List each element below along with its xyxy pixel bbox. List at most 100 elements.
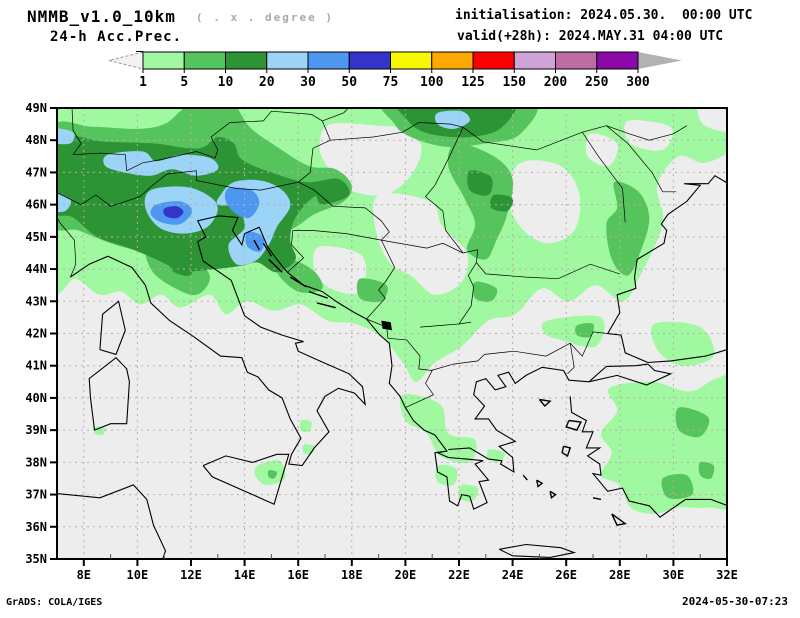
- border-rhine: [71, 108, 82, 155]
- island-kos: [592, 497, 602, 501]
- colorbar-tick-label: 5: [180, 75, 188, 90]
- border-fr-it: [57, 216, 77, 278]
- island-pag: [268, 258, 283, 273]
- precip-light-anatolia: [600, 374, 727, 514]
- border-hu-sk: [330, 122, 464, 141]
- dry-ne-1: [624, 120, 673, 151]
- colorbar-tick-label: 1: [139, 75, 147, 90]
- axis-layer: 35N 36N 37N 38N 39N 40N 41N 42N 43N 44N 45N 46N 47N 4…: [25, 101, 738, 582]
- island-andros: [522, 474, 528, 481]
- border-mk-gr: [430, 354, 485, 371]
- coast-greece-west-peloponnese: [404, 407, 490, 510]
- y-axis-label: 45N: [25, 230, 47, 244]
- grid-layer: [57, 108, 727, 559]
- precip-light-nw-turkey: [651, 321, 715, 366]
- colorbar-tick-label: 125: [461, 75, 484, 90]
- colorbar-tick-label: 20: [259, 75, 275, 90]
- island-lesbos: [565, 419, 582, 431]
- coast-greece-east-aegean-north: [448, 366, 590, 474]
- precip-light-calabria-1: [299, 419, 312, 433]
- lake-skadar: [381, 320, 392, 331]
- colorbar-segment: [596, 51, 639, 70]
- dry-romania: [507, 160, 581, 244]
- y-axis-label: 40N: [25, 391, 47, 405]
- precip-dark-carp-1: [467, 170, 493, 196]
- island-cres: [253, 239, 260, 251]
- precip-dark-apennine: [169, 257, 195, 276]
- colorbar-tick-label: 100: [420, 75, 444, 90]
- colorbar-left-arrow: [108, 51, 144, 70]
- border-rs-bg: [458, 262, 477, 324]
- colorbar-tick-label: 50: [341, 75, 357, 90]
- island-krk: [262, 242, 272, 257]
- precip-light-greece: [399, 394, 477, 464]
- x-axis-label: 24E: [502, 568, 524, 582]
- border-ch-it-at-si: [57, 170, 299, 207]
- border-ba-rs-me: [366, 239, 396, 320]
- coast-crete: [498, 543, 577, 558]
- coastline-layer: [57, 174, 727, 559]
- precip-med-serbia-e: [472, 281, 498, 302]
- border-prut: [582, 132, 626, 223]
- colorbar-tick-label: 200: [544, 75, 568, 90]
- colorbar-tick-label: 250: [585, 75, 609, 90]
- creation-timestamp: 2024-05-30-07:23: [682, 595, 788, 608]
- island-syros: [536, 479, 544, 488]
- border-hu-ro-rs: [425, 127, 464, 254]
- island-hvar: [308, 290, 328, 299]
- coast-italy-adriatic-balkan: [70, 215, 406, 467]
- y-axis-label: 35N: [25, 552, 47, 566]
- x-axis-label: 28E: [609, 568, 631, 582]
- y-axis-label: 36N: [25, 520, 47, 534]
- border-de-at-cz: [73, 110, 323, 172]
- precip-med-ro-coast: [606, 181, 650, 276]
- y-axis-label: 48N: [25, 133, 47, 147]
- precip-med-bosnia-s: [356, 278, 388, 303]
- x-axis-label: 16E: [287, 568, 309, 582]
- rain50-core: [163, 206, 184, 219]
- x-axis-label: 22E: [448, 568, 470, 582]
- dry-ne-corner: [697, 108, 727, 133]
- y-axis-label: 43N: [25, 294, 47, 308]
- x-axis-label: 8E: [77, 568, 91, 582]
- colorbar-tick-label: 150: [503, 75, 527, 90]
- border-dniester: [606, 125, 677, 193]
- coast-marmara-north: [588, 363, 648, 383]
- coast-sicily: [202, 453, 290, 505]
- x-axis-label: 20E: [395, 568, 417, 582]
- colorbar-svg: 1 5 10 20 30 50 75 100 125 150 200 250 300: [108, 51, 682, 90]
- precip-dark-carp-2: [490, 194, 514, 212]
- x-axis-label: 10E: [127, 568, 149, 582]
- x-axis-label: 32E: [716, 568, 738, 582]
- y-axis-label: 49N: [25, 101, 47, 115]
- precip-shading-layer: [57, 108, 727, 514]
- island-naxos: [549, 490, 557, 500]
- border-gr-tr: [567, 343, 575, 375]
- x-axis-label: 26E: [555, 568, 577, 582]
- rain20-slovakia: [435, 110, 470, 129]
- border-al-mk: [366, 318, 435, 408]
- island-limnos: [538, 398, 552, 408]
- border-cz-sk: [322, 108, 349, 122]
- grads-credit: GrADS: COLA/IGES: [6, 597, 103, 608]
- colorbar-right-arrow: [638, 52, 682, 69]
- coast-turkey-aegean: [569, 396, 727, 518]
- y-axis-label: 47N: [25, 165, 47, 179]
- colorbar-tick-label: 300: [626, 75, 650, 90]
- island-brac: [289, 276, 307, 288]
- initialisation-time: initialisation: 2024.05.30. 00:00 UTC: [455, 8, 753, 23]
- dry-serbia: [373, 193, 469, 295]
- dry-bosnia: [313, 245, 367, 295]
- x-axis-label: 18E: [341, 568, 363, 582]
- border-layer: [57, 108, 687, 408]
- coast-marmara-south: [588, 363, 673, 386]
- coast-turkey-black-sea: [647, 349, 727, 364]
- border-at-hu-hr-rs: [297, 120, 390, 241]
- coast-corsica: [99, 300, 126, 356]
- border-bg-gr: [484, 342, 571, 357]
- precip-light-pelop-1: [435, 464, 458, 486]
- precip-med-thrace: [575, 323, 594, 338]
